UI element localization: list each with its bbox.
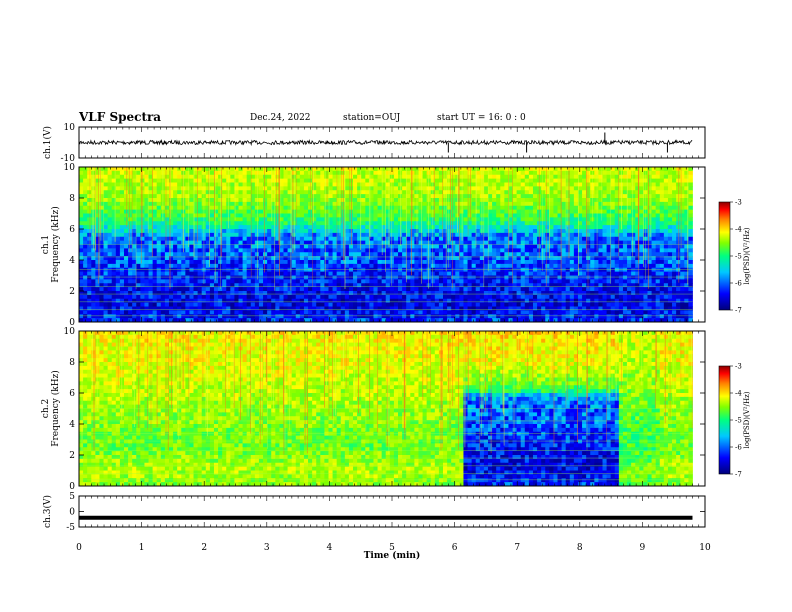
y-tick-label: -5 xyxy=(66,523,75,533)
station-label: station=OUJ xyxy=(343,113,401,123)
colorbar-label: log(PSD)(V²/Hz) xyxy=(743,391,751,448)
x-tick-label: 10 xyxy=(699,543,711,553)
y-tick-label: 0 xyxy=(69,318,75,328)
colorbar-tick-label: -6 xyxy=(735,444,742,452)
ch1-spectrogram-cells xyxy=(79,167,693,323)
ch1-spectrogram-panel: 0 2 4 6 8 10 ch.1 Frequency (kHz) xyxy=(41,163,706,328)
ch1-spectrogram-sferics xyxy=(79,167,693,317)
colorbar-tick-label: -4 xyxy=(735,226,742,234)
colorbar-tick-label: -6 xyxy=(735,280,742,288)
colorbar-tick-label: -3 xyxy=(735,199,742,207)
date-label: Dec.24, 2022 xyxy=(250,113,311,123)
y-axis-label: ch.2 xyxy=(41,399,51,418)
y-tick-label: 4 xyxy=(69,420,75,430)
x-tick-label: 5 xyxy=(389,543,395,553)
colorbar-tick-label: -5 xyxy=(735,253,742,261)
y-tick-label: 4 xyxy=(69,256,75,266)
start-time-label: start UT = 16: 0 : 0 xyxy=(437,113,526,123)
y-tick-label: -10 xyxy=(61,154,76,164)
x-tick-label: 4 xyxy=(327,543,333,553)
y-tick-label: 6 xyxy=(69,389,75,399)
y-tick-label: 2 xyxy=(69,451,75,461)
colorbar-tick-label: -7 xyxy=(735,471,742,479)
colorbar-tick-label: -3 xyxy=(735,363,742,371)
y-axis-label: ch.1 xyxy=(41,235,51,254)
colorbar-tick-label: -7 xyxy=(735,307,742,315)
y-tick-label: 5 xyxy=(69,492,75,502)
y-tick-label: 8 xyxy=(69,194,75,204)
ch1-waveform-trace xyxy=(78,132,693,153)
ch2-spectrogram-cells xyxy=(79,331,693,487)
ch3-waveform-panel: 5 0 -5 ch.3(V) xyxy=(42,492,706,533)
chart-title: VLF Spectra xyxy=(79,110,162,124)
x-tick-label: 9 xyxy=(640,543,646,553)
y-tick-label: 6 xyxy=(69,225,75,235)
ch1-spectrogram-colorbar: -3 -4 -5 -6 -7 log(PSD)(V²/Hz) xyxy=(718,199,751,315)
y-tick-label: 8 xyxy=(69,358,75,368)
y-tick-label: 0 xyxy=(69,482,75,492)
y-axis-label: Frequency (kHz) xyxy=(50,370,61,447)
x-tick-label: 7 xyxy=(514,543,520,553)
x-tick-label: 0 xyxy=(76,543,82,553)
ch1-waveform-panel: 10 -10 ch.1(V) xyxy=(42,123,706,164)
y-axis-label: ch.1(V) xyxy=(42,126,53,159)
x-tick-label: 2 xyxy=(201,543,207,553)
y-tick-label: 10 xyxy=(64,327,76,337)
colorbar-label: log(PSD)(V²/Hz) xyxy=(743,227,751,284)
y-axis-label: ch.3(V) xyxy=(42,495,53,528)
ch2-spectrogram-panel: 0 2 4 6 8 10 ch.2 Frequency (kHz) xyxy=(41,327,706,492)
x-tick-label: 3 xyxy=(264,543,270,553)
colorbar-tick-label: -5 xyxy=(735,417,742,425)
x-tick-label: 1 xyxy=(139,543,145,553)
colorbar-tick-label: -4 xyxy=(735,390,742,398)
y-tick-label: 2 xyxy=(69,287,75,297)
y-axis-label: Frequency (kHz) xyxy=(50,206,61,283)
y-tick-label: 10 xyxy=(64,123,76,133)
ch2-spectrogram-sferics xyxy=(79,331,693,481)
y-tick-label: 0 xyxy=(69,508,75,518)
x-tick-label: 8 xyxy=(577,543,583,553)
ch2-spectrogram-colorbar: -3 -4 -5 -6 -7 log(PSD)(V²/Hz) xyxy=(718,363,751,479)
y-tick-label: 10 xyxy=(64,163,76,173)
x-tick-label: 6 xyxy=(452,543,458,553)
x-axis-label: Time (min) xyxy=(364,550,421,561)
